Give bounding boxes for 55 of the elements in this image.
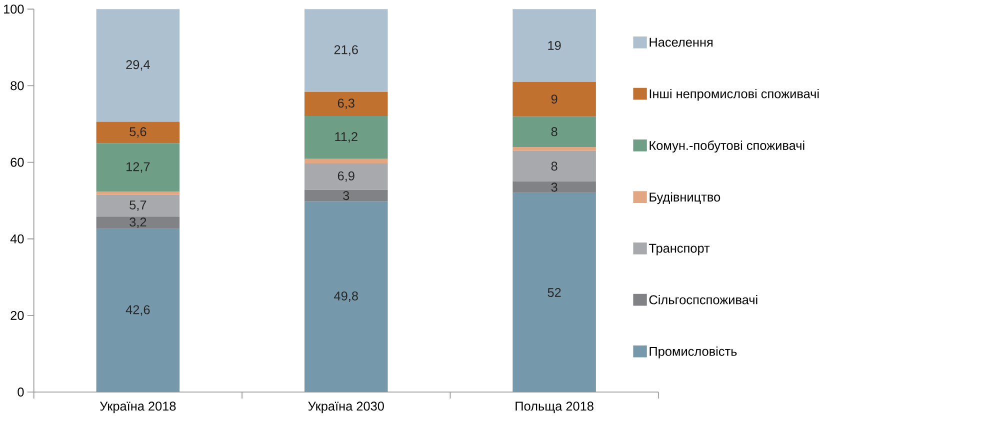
data-label: 9 [551, 94, 558, 104]
bar [512, 9, 596, 82]
y-tick-label: 20 [10, 311, 24, 320]
bar [96, 122, 180, 144]
legend-label: Промисловість [650, 346, 737, 359]
data-label: 21,6 [334, 45, 358, 56]
data-label: 5,6 [130, 127, 146, 138]
data-label: 49,8 [334, 292, 358, 302]
bar [304, 9, 388, 92]
bar [304, 201, 388, 392]
bar [512, 150, 596, 182]
bar [512, 116, 596, 148]
y-tick-label: 0 [18, 388, 24, 397]
data-label: 3 [551, 182, 558, 192]
bar [96, 143, 180, 192]
bar [512, 193, 596, 392]
data-label: 52 [548, 288, 561, 298]
legend-label: Комун.-побутові споживачі [650, 140, 804, 153]
bar [512, 82, 596, 116]
data-label: 19 [548, 41, 561, 50]
x-tick-label: Україна 2030 [308, 402, 384, 414]
x-tick-label: Польща 2018 [516, 402, 594, 414]
y-tick-label: 40 [10, 234, 24, 244]
data-label: 8 [551, 162, 558, 171]
legend-label: Сільгоспспоживачі [649, 295, 758, 304]
data-label: 6,9 [338, 172, 354, 182]
bar [512, 147, 596, 151]
data-label: 3 [343, 191, 350, 200]
y-tick-label: 80 [10, 81, 24, 90]
x-tick-label: Україна 2018 [100, 402, 176, 414]
bar [96, 216, 180, 230]
data-label: 12,7 [126, 162, 150, 173]
data-label: 6,3 [338, 98, 354, 110]
data-label: 3,2 [130, 218, 146, 228]
legend-label: Будівництво [650, 192, 720, 204]
bar [96, 192, 180, 195]
legend-label: Інші непромислові споживачі [650, 89, 819, 101]
bar [96, 194, 180, 217]
bar [304, 92, 388, 116]
data-label: 29,4 [126, 60, 150, 71]
bar [304, 116, 388, 159]
bar [96, 229, 180, 392]
y-tick-label: 100 [4, 4, 24, 14]
bar [304, 158, 388, 164]
legend-label: Населення [650, 38, 712, 47]
y-tick-label: 60 [10, 158, 24, 167]
data-label: 8 [551, 127, 558, 136]
legend-label: Транспорт [648, 244, 710, 256]
data-label: 5,7 [130, 200, 146, 212]
data-label: 11,2 [335, 132, 358, 143]
bar [512, 182, 596, 194]
bar [304, 164, 388, 190]
data-label: 42,6 [126, 305, 150, 316]
bar [304, 190, 388, 202]
bar [96, 9, 180, 122]
